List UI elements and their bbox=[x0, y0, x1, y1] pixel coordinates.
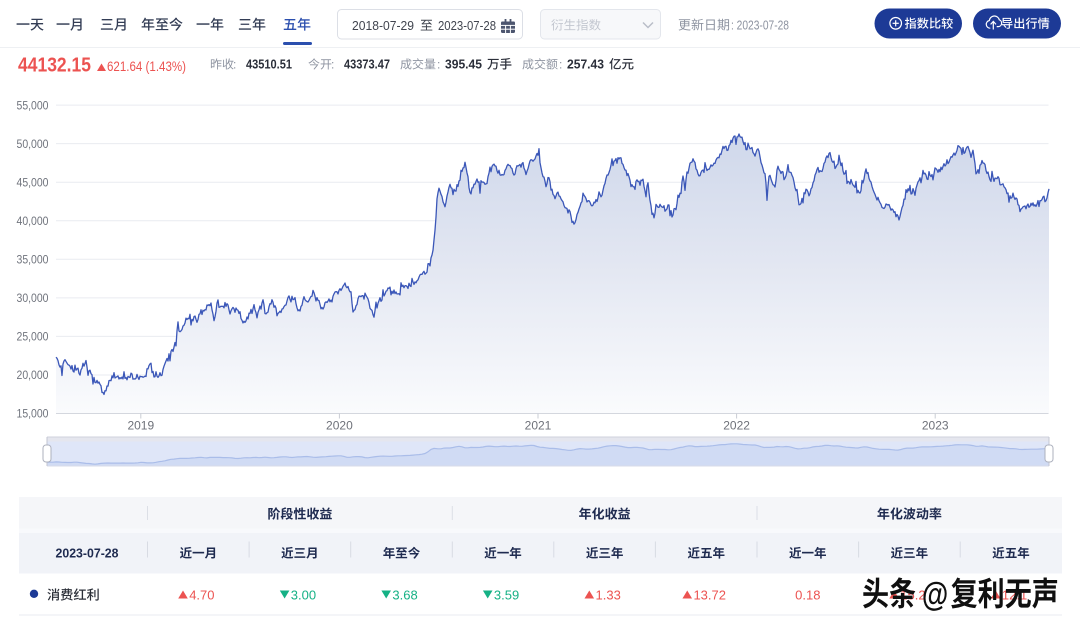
svg-text:45,000: 45,000 bbox=[17, 175, 49, 189]
svg-text:2020: 2020 bbox=[326, 419, 353, 433]
svg-text::: : bbox=[233, 58, 236, 72]
svg-text:0.18: 0.18 bbox=[795, 588, 820, 603]
svg-text:55,000: 55,000 bbox=[17, 98, 49, 112]
svg-text:4.70: 4.70 bbox=[189, 588, 214, 603]
svg-text:40,000: 40,000 bbox=[17, 214, 49, 228]
svg-text:44132.15: 44132.15 bbox=[18, 54, 91, 77]
svg-text:621.64 (1.43%): 621.64 (1.43%) bbox=[107, 59, 186, 74]
svg-text:30,000: 30,000 bbox=[17, 291, 49, 305]
svg-text:2018-07-29: 2018-07-29 bbox=[352, 18, 414, 33]
svg-text:3.59: 3.59 bbox=[494, 588, 519, 603]
svg-text:2023-07-28: 2023-07-28 bbox=[438, 18, 496, 33]
svg-text:395.45: 395.45 bbox=[445, 58, 482, 72]
svg-text:2023: 2023 bbox=[922, 419, 949, 433]
svg-text::: : bbox=[437, 58, 440, 72]
svg-text:2023-07-28: 2023-07-28 bbox=[56, 546, 119, 561]
svg-text:35,000: 35,000 bbox=[17, 253, 49, 267]
svg-text:43373.47: 43373.47 bbox=[344, 58, 390, 72]
svg-text:1.33: 1.33 bbox=[596, 588, 621, 603]
svg-text:15,000: 15,000 bbox=[17, 407, 49, 421]
svg-text:@: @ bbox=[922, 577, 948, 613]
svg-text:50,000: 50,000 bbox=[17, 137, 49, 151]
svg-text:3.00: 3.00 bbox=[291, 588, 316, 603]
svg-text:2022: 2022 bbox=[723, 419, 750, 433]
svg-text:2021: 2021 bbox=[525, 419, 552, 433]
svg-text::: : bbox=[331, 58, 334, 72]
svg-text:43510.51: 43510.51 bbox=[246, 58, 292, 72]
svg-text:13.72: 13.72 bbox=[693, 588, 726, 603]
svg-text::: : bbox=[559, 58, 562, 72]
svg-text:257.43: 257.43 bbox=[567, 58, 604, 72]
svg-text:25,000: 25,000 bbox=[17, 330, 49, 344]
svg-text:3.68: 3.68 bbox=[392, 588, 417, 603]
svg-text:2019: 2019 bbox=[127, 419, 154, 433]
svg-text:: 2023-07-28: : 2023-07-28 bbox=[731, 19, 789, 33]
svg-text:20,000: 20,000 bbox=[17, 368, 49, 382]
